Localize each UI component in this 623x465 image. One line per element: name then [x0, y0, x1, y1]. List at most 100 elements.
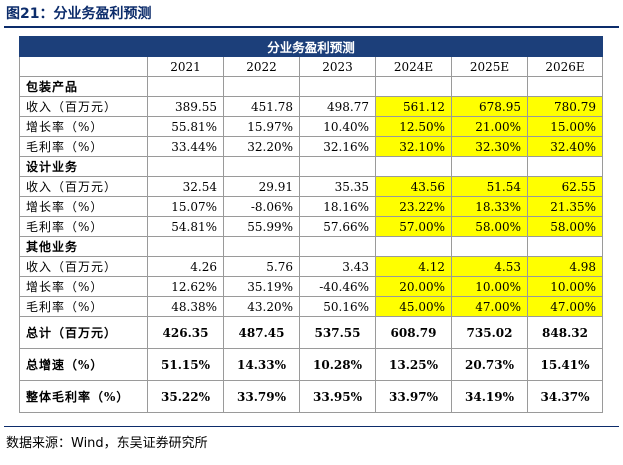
summary-value-cell: 13.25%	[375, 348, 452, 381]
value-cell: 3.43	[299, 256, 376, 277]
summary-value-cell: 608.79	[375, 316, 452, 349]
value-cell: 29.91	[223, 176, 300, 197]
value-cell: 55.81%	[147, 116, 224, 137]
empty-cell	[526, 236, 604, 257]
value-cell: -40.46%	[299, 276, 376, 297]
value-cell: 55.99%	[223, 216, 300, 237]
empty-cell	[375, 76, 452, 97]
forecast-cell: 21.35%	[526, 196, 604, 217]
summary-value-cell: 848.32	[526, 316, 604, 349]
summary-value-cell: 10.28%	[299, 348, 376, 381]
row-label: 毛利率（%）	[19, 296, 148, 317]
empty-cell	[147, 236, 224, 257]
year-header: 2026E	[526, 56, 604, 77]
value-cell: 15.97%	[223, 116, 300, 137]
table-row: 毛利率（%） 33.44% 32.20% 32.16% 32.10% 32.30% 32.4…	[19, 136, 604, 157]
year-header: 2023	[299, 56, 376, 77]
section-title: 设计业务	[19, 156, 148, 177]
value-cell: 18.16%	[299, 196, 376, 217]
value-cell: -8.06%	[223, 196, 300, 217]
year-header: 2022	[223, 56, 300, 77]
forecast-cell: 32.10%	[375, 136, 452, 157]
year-header-row: 2021 2022 2023 2024E 2025E 2026E	[19, 56, 604, 77]
row-label: 收入（百万元）	[19, 256, 148, 277]
forecast-cell: 47.00%	[526, 296, 604, 317]
summary-value-cell: 735.02	[451, 316, 528, 349]
forecast-cell: 32.40%	[526, 136, 604, 157]
summary-label: 总计（百万元）	[19, 316, 148, 349]
forecast-cell: 4.98	[526, 256, 604, 277]
summary-value-cell: 537.55	[299, 316, 376, 349]
summary-value-cell: 34.19%	[451, 380, 528, 413]
value-cell: 4.26	[147, 256, 224, 277]
value-cell: 48.38%	[147, 296, 224, 317]
summary-row: 整体毛利率（%） 35.22% 33.79% 33.95% 33.97% 34.19% 34…	[19, 380, 604, 413]
value-cell: 54.81%	[147, 216, 224, 237]
forecast-cell: 21.00%	[451, 116, 528, 137]
forecast-cell: 12.50%	[375, 116, 452, 137]
summary-label: 整体毛利率（%）	[19, 380, 148, 413]
value-cell: 10.40%	[299, 116, 376, 137]
table-row: 毛利率（%） 48.38% 43.20% 50.16% 45.00% 47.00% 47.0…	[19, 296, 604, 317]
value-cell: 32.16%	[299, 136, 376, 157]
section-title: 包装产品	[19, 76, 148, 97]
forecast-cell: 4.53	[451, 256, 528, 277]
empty-cell	[451, 76, 528, 97]
bottom-rule	[4, 426, 619, 427]
value-cell: 498.77	[299, 96, 376, 117]
value-cell: 12.62%	[147, 276, 224, 297]
top-rule	[4, 26, 619, 28]
row-label: 毛利率（%）	[19, 136, 148, 157]
table-row: 增长率（%） 15.07% -8.06% 18.16% 23.22% 18.33% 21.3…	[19, 196, 604, 217]
section-header-row: 设计业务	[19, 156, 604, 177]
empty-cell	[375, 236, 452, 257]
forecast-cell: 32.30%	[451, 136, 528, 157]
value-cell: 32.20%	[223, 136, 300, 157]
forecast-cell: 678.95	[451, 96, 528, 117]
summary-value-cell: 33.79%	[223, 380, 300, 413]
empty-cell	[451, 236, 528, 257]
value-cell: 451.78	[223, 96, 300, 117]
value-cell: 35.19%	[223, 276, 300, 297]
empty-cell	[526, 156, 604, 177]
summary-label: 总增速（%）	[19, 348, 148, 381]
summary-row: 总计（百万元） 426.35 487.45 537.55 608.79 735.02 848…	[19, 316, 604, 349]
summary-value-cell: 51.15%	[147, 348, 224, 381]
value-cell: 5.76	[223, 256, 300, 277]
value-cell: 33.44%	[147, 136, 224, 157]
empty-cell	[451, 156, 528, 177]
year-header: 2024E	[375, 56, 452, 77]
row-label: 毛利率（%）	[19, 216, 148, 237]
empty-cell	[526, 76, 604, 97]
empty-cell	[299, 76, 376, 97]
summary-value-cell: 34.37%	[526, 380, 604, 413]
forecast-cell: 43.56	[375, 176, 452, 197]
forecast-cell: 15.00%	[526, 116, 604, 137]
forecast-cell: 4.12	[375, 256, 452, 277]
row-label: 收入（百万元）	[19, 96, 148, 117]
row-label: 增长率（%）	[19, 196, 148, 217]
table-title-row: 分业务盈利预测	[18, 36, 604, 57]
table-row: 增长率（%） 12.62% 35.19% -40.46% 20.00% 10.00% 10.…	[19, 276, 604, 297]
section-header-row: 包装产品	[19, 76, 604, 97]
forecast-cell: 18.33%	[451, 196, 528, 217]
forecast-cell: 47.00%	[451, 296, 528, 317]
year-header: 2021	[147, 56, 224, 77]
table-row: 收入（百万元） 32.54 29.91 35.35 43.56 51.54 62.55	[19, 176, 604, 197]
summary-value-cell: 487.45	[223, 316, 300, 349]
table-row: 增长率（%） 55.81% 15.97% 10.40% 12.50% 21.00% 15.0…	[19, 116, 604, 137]
summary-value-cell: 20.73%	[451, 348, 528, 381]
value-cell: 15.07%	[147, 196, 224, 217]
figure-title: 图21：分业务盈利预测	[6, 6, 152, 22]
empty-cell	[223, 236, 300, 257]
section-title: 其他业务	[19, 236, 148, 257]
forecast-cell: 10.00%	[526, 276, 604, 297]
summary-value-cell: 426.35	[147, 316, 224, 349]
value-cell: 389.55	[147, 96, 224, 117]
source-note: 数据来源：Wind，东吴证券研究所	[6, 436, 208, 451]
forecast-cell: 780.79	[526, 96, 604, 117]
forecast-cell: 45.00%	[375, 296, 452, 317]
empty-cell	[299, 156, 376, 177]
year-header: 2025E	[451, 56, 528, 77]
forecast-cell: 561.12	[375, 96, 452, 117]
